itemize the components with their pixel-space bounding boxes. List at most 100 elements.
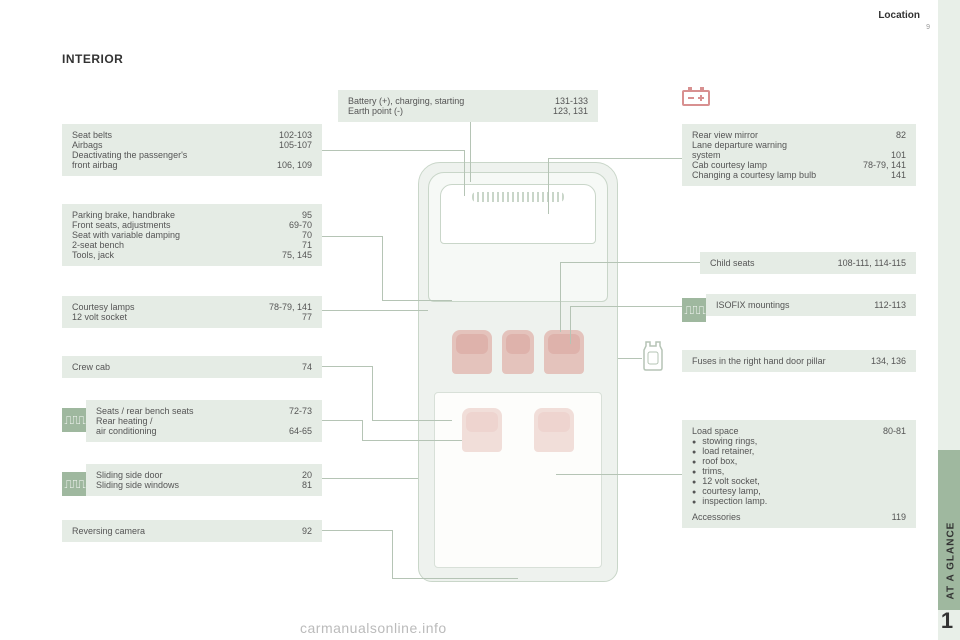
section-number: 1 — [936, 608, 958, 634]
leader — [322, 478, 418, 479]
leader — [382, 300, 452, 301]
leader — [556, 474, 682, 475]
box-sliding: Sliding side door 20 Sliding side windows… — [86, 464, 322, 496]
box-fuses: Fuses in the right hand door pillar 134, … — [682, 350, 916, 372]
row-page: 131-133 — [555, 96, 588, 106]
leader — [382, 236, 383, 300]
leader — [322, 366, 372, 367]
row-label: Courtesy lamps — [72, 302, 261, 312]
leader — [322, 150, 464, 151]
leader — [470, 122, 471, 182]
row-page: 77 — [302, 312, 312, 322]
leader — [322, 310, 428, 311]
row-label: front airbag — [72, 160, 269, 170]
row-label: Parking brake, handbrake — [72, 210, 294, 220]
row-page: 69-70 — [289, 220, 312, 230]
leader — [464, 150, 465, 196]
row-page: 78-79, 141 — [863, 160, 906, 170]
box-battery: Battery (+), charging, starting 131-133 E… — [338, 90, 598, 122]
leader — [392, 578, 518, 579]
bullet-item: roof box, — [692, 456, 906, 466]
row-page: 141 — [891, 170, 906, 180]
row-label: 2-seat bench — [72, 240, 294, 250]
row-page: 134, 136 — [871, 356, 906, 366]
door-icon: ⎍⎍⎍ — [62, 472, 86, 496]
row-label: Accessories — [692, 512, 884, 522]
row-label: Child seats — [710, 258, 830, 268]
battery-icon — [682, 90, 710, 106]
leader — [322, 530, 392, 531]
box-mirror: Rear view mirror82 Lane departure warnin… — [682, 124, 916, 186]
box-child: Child seats 108-111, 114-115 — [700, 252, 916, 274]
box-reversing: Reversing camera 92 — [62, 520, 322, 542]
bullet-item: courtesy lamp, — [692, 486, 906, 496]
row-label: Seats / rear bench seats — [96, 406, 281, 416]
row-label: Deactivating the passenger's — [72, 150, 304, 160]
leader — [548, 158, 682, 159]
bullet-item: trims, — [692, 466, 906, 476]
fuse-icon — [642, 340, 664, 372]
section-label: AT A GLANCE — [946, 470, 957, 600]
row-label: Airbags — [72, 140, 271, 150]
row-page: 80-81 — [883, 426, 906, 436]
row-label: Front seats, adjustments — [72, 220, 281, 230]
row-page: 81 — [302, 480, 312, 490]
leader — [560, 262, 561, 332]
row-page: 102-103 — [279, 130, 312, 140]
row-label: Tools, jack — [72, 250, 274, 260]
row-label: Seat with variable damping — [72, 230, 294, 240]
leader — [570, 306, 682, 307]
row-page: 92 — [302, 526, 312, 536]
box-rearbench: Seats / rear bench seats 72-73 Rear heati… — [86, 400, 322, 442]
load-bullets: stowing rings, load retainer, roof box, … — [692, 436, 906, 506]
page-title: INTERIOR — [62, 52, 123, 66]
header-location: Location — [878, 10, 920, 21]
row-page: 72-73 — [289, 406, 312, 416]
van-diagram — [418, 162, 618, 582]
row-label: air conditioning — [96, 426, 281, 436]
row-page: 112-113 — [874, 300, 906, 310]
row-page: 71 — [302, 240, 312, 250]
box-load: Load space80-81 stowing rings, load reta… — [682, 420, 916, 528]
row-label: Crew cab — [72, 362, 294, 372]
row-page: 95 — [302, 210, 312, 220]
leader — [392, 530, 393, 578]
leader — [372, 420, 452, 421]
row-label: Sliding side windows — [96, 480, 294, 490]
row-label: Fuses in the right hand door pillar — [692, 356, 863, 366]
box-courtesy: Courtesy lamps78-79, 141 12 volt socket7… — [62, 296, 322, 328]
row-label: Battery (+), charging, starting — [348, 96, 547, 106]
leader — [362, 420, 363, 440]
box-isofix: ISOFIX mountings 112-113 — [706, 294, 916, 316]
leader — [372, 366, 373, 420]
row-label: Rear heating / — [96, 416, 304, 426]
leader — [618, 358, 642, 359]
bullet-item: load retainer, — [692, 446, 906, 456]
row-label: Earth point (-) — [348, 106, 545, 116]
row-label: ISOFIX mountings — [716, 300, 866, 310]
row-label: Reversing camera — [72, 526, 294, 536]
box-parking: Parking brake, handbrake 95 Front seats, … — [62, 204, 322, 266]
row-label: Rear view mirror — [692, 130, 888, 140]
bullet-item: 12 volt socket, — [692, 476, 906, 486]
row-page: 101 — [891, 150, 906, 160]
row-page: 74 — [302, 362, 312, 372]
leader — [560, 262, 700, 263]
row-label: Cab courtesy lamp — [692, 160, 855, 170]
row-page: 82 — [896, 130, 906, 140]
box-airbags: Seat belts102-103 Airbags105-107 Deactiv… — [62, 124, 322, 176]
page-number: 9 — [926, 24, 930, 31]
row-page: 20 — [302, 470, 312, 480]
footer-url: carmanualsonline.info — [300, 620, 447, 636]
row-page: 108-111, 114-115 — [838, 258, 906, 268]
seats-icon: ⎍⎍⎍ — [62, 408, 86, 432]
row-page: 75, 145 — [282, 250, 312, 260]
leader — [322, 236, 382, 237]
leader — [322, 420, 362, 421]
box-crew: Crew cab 74 — [62, 356, 322, 378]
row-page: 106, 109 — [277, 160, 312, 170]
bullet-item: inspection lamp. — [692, 496, 906, 506]
row-label: Sliding side door — [96, 470, 294, 480]
row-page: 70 — [302, 230, 312, 240]
row-label: Changing a courtesy lamp bulb — [692, 170, 883, 180]
